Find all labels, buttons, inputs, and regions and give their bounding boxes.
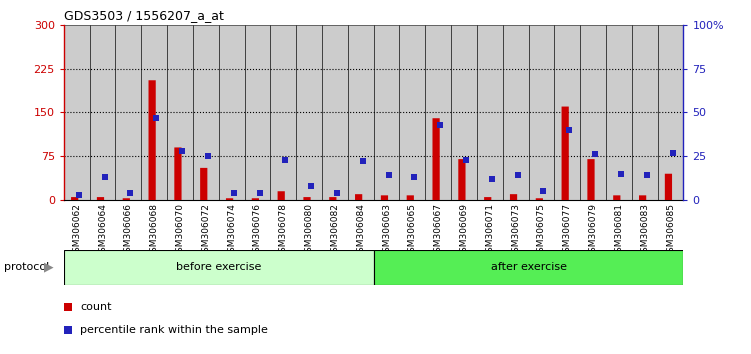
Bar xyxy=(167,25,193,200)
Text: percentile rank within the sample: percentile rank within the sample xyxy=(80,325,268,335)
Bar xyxy=(174,147,182,200)
Bar xyxy=(407,195,414,200)
Bar xyxy=(484,197,491,200)
Text: protocol: protocol xyxy=(4,262,49,272)
Bar xyxy=(219,25,245,200)
Bar xyxy=(122,198,130,200)
Text: count: count xyxy=(80,302,111,312)
Bar xyxy=(373,250,683,285)
Bar xyxy=(245,25,270,200)
Bar xyxy=(329,197,336,200)
Bar xyxy=(278,191,285,200)
Bar xyxy=(554,25,580,200)
Bar xyxy=(64,250,373,285)
Bar xyxy=(71,197,78,200)
Bar xyxy=(348,25,374,200)
Bar xyxy=(632,25,658,200)
Bar xyxy=(381,195,388,200)
Bar xyxy=(587,159,595,200)
Bar xyxy=(374,25,400,200)
Bar xyxy=(477,25,502,200)
Bar xyxy=(193,25,219,200)
Bar xyxy=(252,198,259,200)
Bar xyxy=(562,107,569,200)
Bar xyxy=(149,80,155,200)
Bar xyxy=(451,25,477,200)
Bar xyxy=(502,25,529,200)
Bar xyxy=(270,25,296,200)
Bar xyxy=(614,195,620,200)
Text: ▶: ▶ xyxy=(44,261,53,274)
Bar xyxy=(322,25,348,200)
Bar xyxy=(64,25,89,200)
Bar xyxy=(510,194,517,200)
Bar xyxy=(89,25,116,200)
Bar xyxy=(296,25,322,200)
Bar xyxy=(529,25,554,200)
Bar xyxy=(433,118,439,200)
Text: GDS3503 / 1556207_a_at: GDS3503 / 1556207_a_at xyxy=(64,9,224,22)
Bar xyxy=(116,25,141,200)
Bar xyxy=(400,25,425,200)
Bar xyxy=(639,195,646,200)
Bar xyxy=(535,198,543,200)
Bar xyxy=(141,25,167,200)
Bar xyxy=(458,159,466,200)
Text: before exercise: before exercise xyxy=(176,262,261,272)
Text: after exercise: after exercise xyxy=(490,262,566,272)
Bar xyxy=(303,197,311,200)
Bar xyxy=(658,25,683,200)
Bar xyxy=(355,194,362,200)
Bar xyxy=(665,174,672,200)
Bar xyxy=(97,197,104,200)
Bar xyxy=(425,25,451,200)
Bar xyxy=(581,25,606,200)
Bar xyxy=(200,168,207,200)
Bar xyxy=(226,198,233,200)
Bar xyxy=(606,25,632,200)
